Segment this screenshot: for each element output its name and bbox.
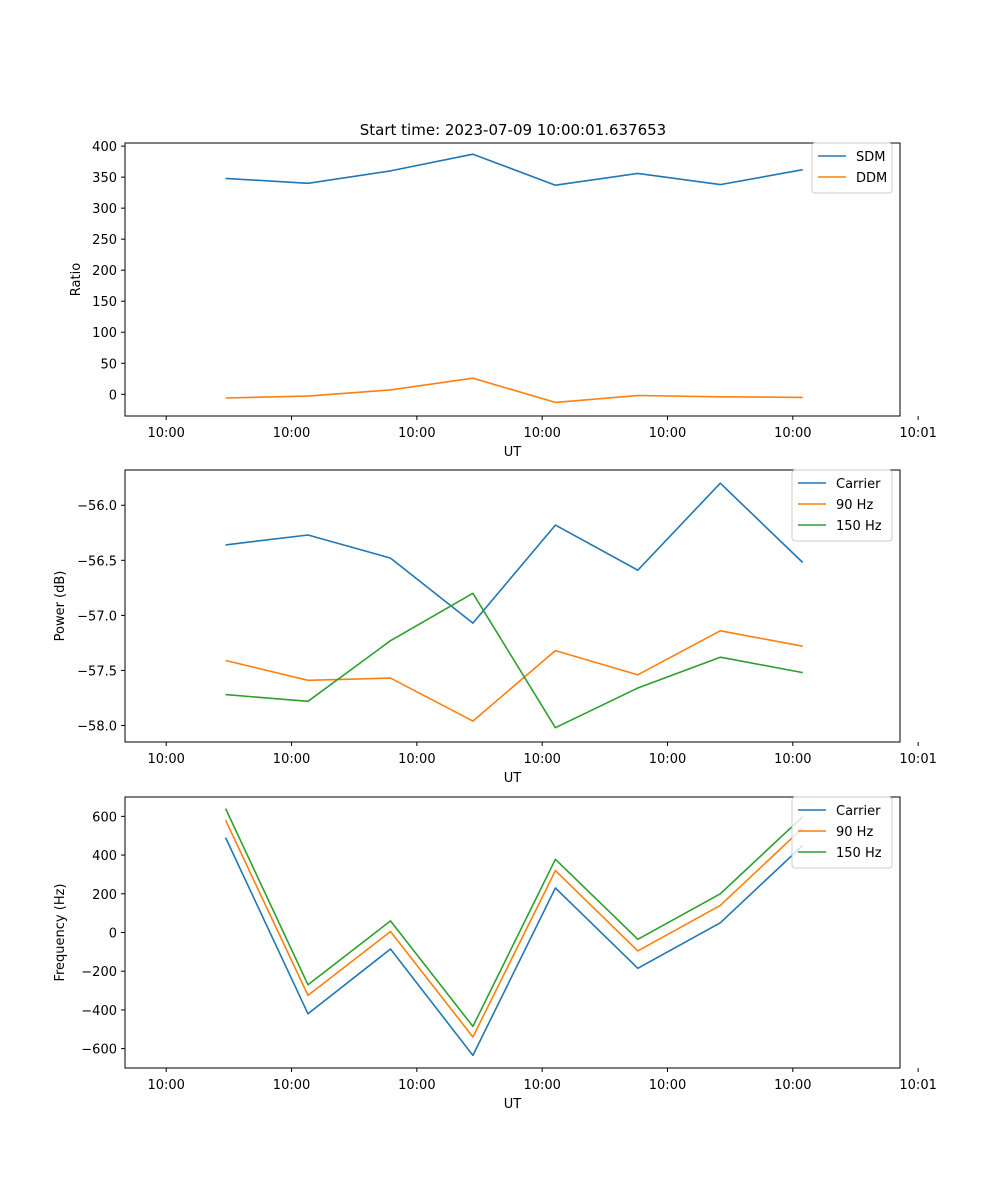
legend-entry: 90 Hz xyxy=(836,498,873,513)
legend-entry: 90 Hz xyxy=(836,825,873,840)
legend-entry: Carrier xyxy=(836,477,881,492)
x-tick-label: 10:00 xyxy=(273,1078,310,1093)
y-tick-label: −400 xyxy=(81,1004,117,1019)
x-tick-label: 10:01 xyxy=(899,426,936,441)
x-tick-label: 10:00 xyxy=(649,752,686,767)
legend-frame xyxy=(791,796,893,869)
y-tick-label: −56.5 xyxy=(77,554,117,569)
series-line-ddm xyxy=(225,377,803,404)
y-tick-label: −56.0 xyxy=(77,499,117,514)
x-tick-label: 10:00 xyxy=(774,752,811,767)
x-tick-label: 10:00 xyxy=(398,752,435,767)
series-line-carrier xyxy=(224,837,804,1057)
chart-title: Start time: 2023-07-09 10:00:01.637653 xyxy=(360,121,666,139)
y-tick-label: 100 xyxy=(92,326,117,341)
y-tick-label: −57.0 xyxy=(77,609,117,624)
legend: Carrier 90 Hz 150 Hz xyxy=(791,796,893,869)
x-tick-label: 10:00 xyxy=(398,426,435,441)
y-tick-label: 300 xyxy=(92,202,117,217)
y-axis-label: Frequency (Hz) xyxy=(53,883,68,981)
x-tick-label: 10:00 xyxy=(273,426,310,441)
x-tick-label: 10:00 xyxy=(398,1078,435,1093)
y-tick-label: −57.5 xyxy=(77,664,117,679)
legend-frame xyxy=(791,469,893,542)
x-axis-label: UT xyxy=(504,1097,522,1112)
x-tick-label: 10:00 xyxy=(523,752,560,767)
y-tick-label: 150 xyxy=(92,295,117,310)
y-tick-label: 350 xyxy=(92,171,117,186)
series-line-sdm xyxy=(225,153,803,186)
y-tick-label: 200 xyxy=(92,888,117,903)
legend-entry: 150 Hz xyxy=(836,519,882,534)
x-tick-label: 10:00 xyxy=(649,1078,686,1093)
legend-entry: 150 Hz xyxy=(836,846,882,861)
x-tick-label: 10:00 xyxy=(523,1078,560,1093)
y-tick-label: 200 xyxy=(92,264,117,279)
legend-entry: DDM xyxy=(856,171,887,186)
y-tick-label: −200 xyxy=(81,965,117,980)
axes-frame xyxy=(124,469,901,743)
y-axis-label: Ratio xyxy=(69,263,84,296)
subplot-3: 10:00 10:00 10:00 10:00 10:00 10:00 10:01 −600 −… xyxy=(53,796,937,1112)
series-line-150-hz xyxy=(225,592,803,729)
x-tick-label: 10:00 xyxy=(774,1078,811,1093)
x-axis-label: UT xyxy=(504,771,522,786)
legend-entry: Carrier xyxy=(836,804,881,819)
y-tick-label: 0 xyxy=(109,927,117,942)
series-line-90-hz xyxy=(224,819,804,1038)
y-tick-label: 250 xyxy=(92,233,117,248)
series-line-90-hz xyxy=(225,629,803,722)
x-tick-label: 10:00 xyxy=(147,1078,184,1093)
series-line-carrier xyxy=(225,482,804,624)
x-axis-label: UT xyxy=(504,445,522,460)
y-tick-label: 400 xyxy=(92,140,117,155)
y-axis-label: Power (dB) xyxy=(53,571,68,642)
x-tick-label: 10:01 xyxy=(899,752,936,767)
x-tick-label: 10:01 xyxy=(899,1078,936,1093)
legend: Carrier 90 Hz 150 Hz xyxy=(791,469,893,542)
x-tick-label: 10:00 xyxy=(649,426,686,441)
y-tick-label: −600 xyxy=(81,1043,117,1058)
series-line-150-hz xyxy=(224,808,804,1028)
y-tick-label: 600 xyxy=(92,810,117,825)
x-tick-label: 10:00 xyxy=(147,752,184,767)
subplot-1: 10:00 10:00 10:00 10:00 10:00 10:00 10:01 0 50 10… xyxy=(69,140,937,460)
legend-entry: SDM xyxy=(856,150,885,165)
x-tick-label: 10:00 xyxy=(273,752,310,767)
y-tick-label: 400 xyxy=(92,849,117,864)
x-tick-label: 10:00 xyxy=(774,426,811,441)
subplot-2: 10:00 10:00 10:00 10:00 10:00 10:00 10:01 −58.0… xyxy=(53,469,937,786)
legend: SDM DDM xyxy=(811,142,893,194)
y-tick-label: 50 xyxy=(100,357,117,372)
y-tick-label: −58.0 xyxy=(77,719,117,734)
x-tick-label: 10:00 xyxy=(147,426,184,441)
axes-frame xyxy=(124,142,901,417)
x-tick-label: 10:00 xyxy=(523,426,560,441)
y-tick-label: 0 xyxy=(109,388,117,403)
